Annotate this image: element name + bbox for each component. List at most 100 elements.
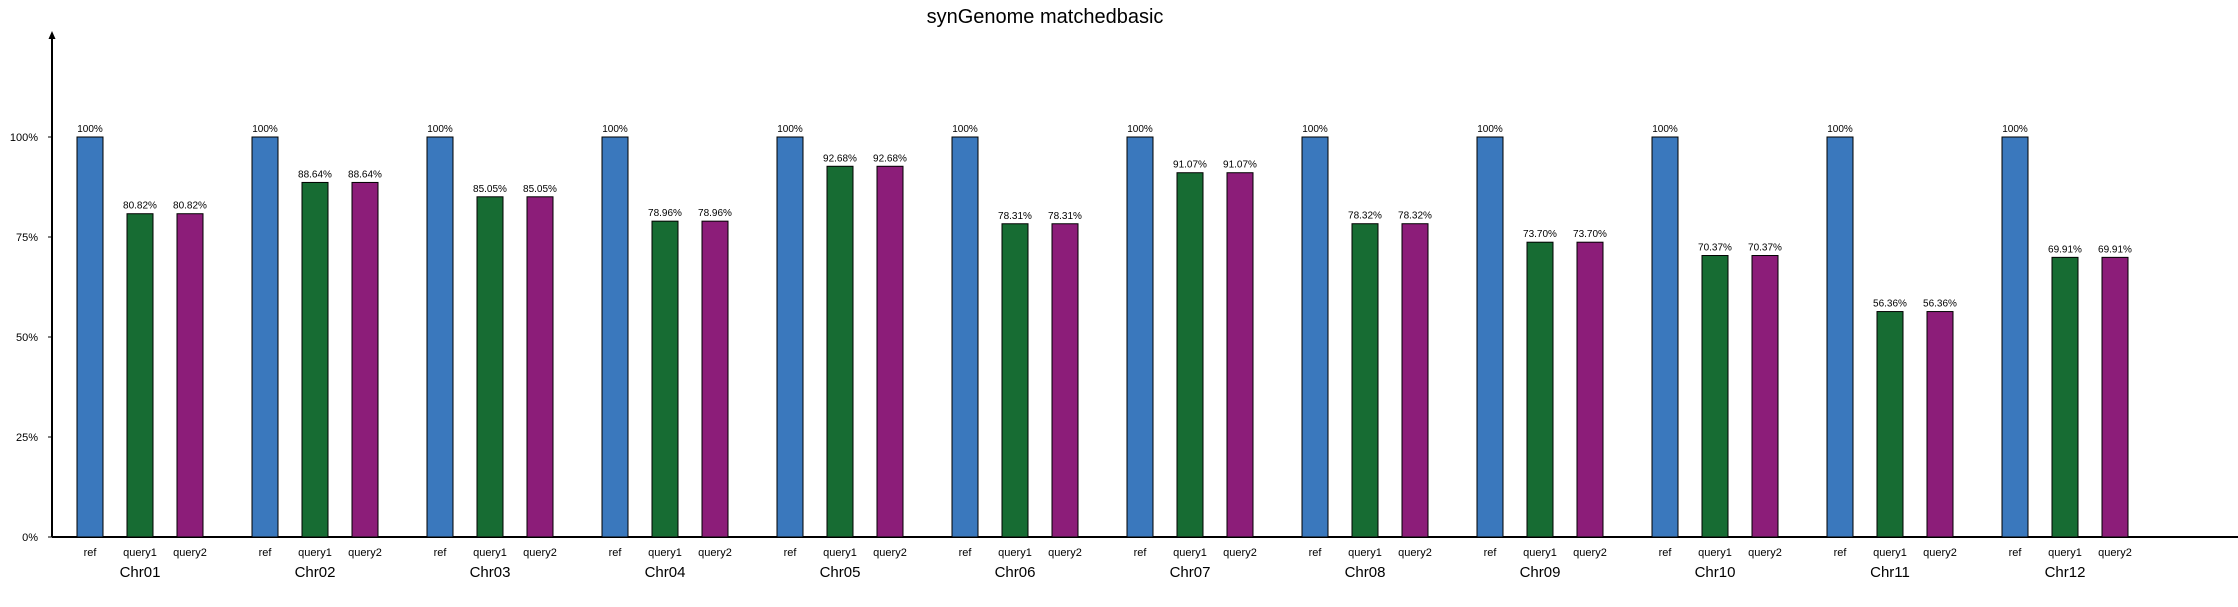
bar-label: query1 bbox=[473, 547, 507, 559]
bar-label: query2 bbox=[523, 547, 557, 559]
bar bbox=[76, 136, 104, 538]
category-label: Chr12 bbox=[2045, 564, 2086, 581]
bar-label: query2 bbox=[348, 547, 382, 559]
bar bbox=[1051, 223, 1079, 538]
bar bbox=[701, 220, 729, 538]
bar bbox=[601, 136, 629, 538]
bar bbox=[426, 136, 454, 538]
bar-label: ref bbox=[1834, 547, 1848, 559]
bar-label: query2 bbox=[1398, 547, 1432, 559]
y-tick-label: 0% bbox=[22, 532, 38, 544]
data-label: 78.31% bbox=[1048, 211, 1082, 222]
bar bbox=[476, 196, 504, 538]
bar-label: query1 bbox=[823, 547, 857, 559]
bar-label: ref bbox=[2009, 547, 2023, 559]
y-tick-label: 75% bbox=[16, 232, 38, 244]
data-label: 78.32% bbox=[1348, 211, 1382, 222]
data-label: 100% bbox=[1477, 124, 1503, 135]
data-label: 70.37% bbox=[1698, 243, 1732, 254]
category-label: Chr06 bbox=[995, 564, 1036, 581]
bar bbox=[1351, 223, 1379, 538]
category-label: Chr01 bbox=[120, 564, 161, 581]
y-tick-label: 50% bbox=[16, 332, 38, 344]
bar bbox=[1401, 223, 1429, 538]
data-label: 100% bbox=[1302, 124, 1328, 135]
bar bbox=[1826, 136, 1854, 538]
bar-label: ref bbox=[1659, 547, 1673, 559]
bar-label: query2 bbox=[1923, 547, 1957, 559]
data-label: 100% bbox=[252, 124, 278, 135]
data-label: 70.37% bbox=[1748, 243, 1782, 254]
bar bbox=[526, 196, 554, 538]
data-label: 100% bbox=[77, 124, 103, 135]
bar-label: query1 bbox=[998, 547, 1032, 559]
bar-label: query2 bbox=[1748, 547, 1782, 559]
data-label: 100% bbox=[1652, 124, 1678, 135]
bar bbox=[1126, 136, 1154, 538]
bar bbox=[1701, 255, 1729, 538]
bar bbox=[651, 220, 679, 538]
data-label: 100% bbox=[602, 124, 628, 135]
bar bbox=[776, 136, 804, 538]
data-label: 56.36% bbox=[1873, 299, 1907, 310]
bar bbox=[1176, 172, 1204, 538]
category-label: Chr07 bbox=[1170, 564, 1211, 581]
bar-label: query2 bbox=[698, 547, 732, 559]
chart-title: synGenome matchedbasic bbox=[926, 6, 1164, 28]
bar-label: query1 bbox=[298, 547, 332, 559]
bar-label: query2 bbox=[1223, 547, 1257, 559]
bar bbox=[1301, 136, 1329, 538]
bar bbox=[301, 181, 329, 538]
data-label: 80.82% bbox=[173, 201, 207, 212]
bar bbox=[351, 181, 379, 538]
data-label: 73.70% bbox=[1573, 229, 1607, 240]
bar bbox=[1226, 172, 1254, 538]
y-axis-arrow bbox=[48, 31, 56, 39]
bar-label: ref bbox=[959, 547, 973, 559]
category-label: Chr11 bbox=[1870, 564, 1910, 581]
bar bbox=[251, 136, 279, 538]
bar-label: query1 bbox=[1523, 547, 1557, 559]
bar-label: ref bbox=[259, 547, 273, 559]
category-label: Chr02 bbox=[295, 564, 336, 581]
bar bbox=[1751, 255, 1779, 538]
data-label: 100% bbox=[1127, 124, 1153, 135]
data-label: 100% bbox=[427, 124, 453, 135]
bar bbox=[1526, 241, 1554, 538]
data-label: 91.07% bbox=[1173, 160, 1207, 171]
category-label: Chr05 bbox=[820, 564, 861, 581]
data-label: 78.96% bbox=[698, 208, 732, 219]
bar-label: query1 bbox=[123, 547, 157, 559]
bar bbox=[1476, 136, 1504, 538]
data-label: 78.31% bbox=[998, 211, 1032, 222]
bar bbox=[126, 213, 154, 538]
data-label: 80.82% bbox=[123, 201, 157, 212]
bar-label: ref bbox=[434, 547, 448, 559]
y-tick-label: 25% bbox=[16, 432, 38, 444]
bar bbox=[1576, 241, 1604, 538]
data-label: 69.91% bbox=[2048, 244, 2082, 255]
bar-label: query1 bbox=[1698, 547, 1732, 559]
bar-label: query2 bbox=[173, 547, 207, 559]
data-label: 69.91% bbox=[2098, 244, 2132, 255]
bar-label: query2 bbox=[1048, 547, 1082, 559]
data-label: 88.64% bbox=[348, 169, 382, 180]
category-label: Chr03 bbox=[470, 564, 511, 581]
bar-label: query2 bbox=[2098, 547, 2132, 559]
bar-label: query2 bbox=[873, 547, 907, 559]
bar-label: ref bbox=[784, 547, 798, 559]
bar bbox=[2051, 256, 2079, 538]
data-label: 85.05% bbox=[523, 184, 557, 195]
category-label: Chr08 bbox=[1345, 564, 1386, 581]
data-label: 56.36% bbox=[1923, 299, 1957, 310]
data-label: 100% bbox=[777, 124, 803, 135]
bar bbox=[176, 213, 204, 538]
data-label: 85.05% bbox=[473, 184, 507, 195]
bar bbox=[1001, 223, 1029, 538]
bar bbox=[2101, 256, 2129, 538]
bar bbox=[876, 165, 904, 538]
data-label: 78.96% bbox=[648, 208, 682, 219]
bar-label: query1 bbox=[648, 547, 682, 559]
